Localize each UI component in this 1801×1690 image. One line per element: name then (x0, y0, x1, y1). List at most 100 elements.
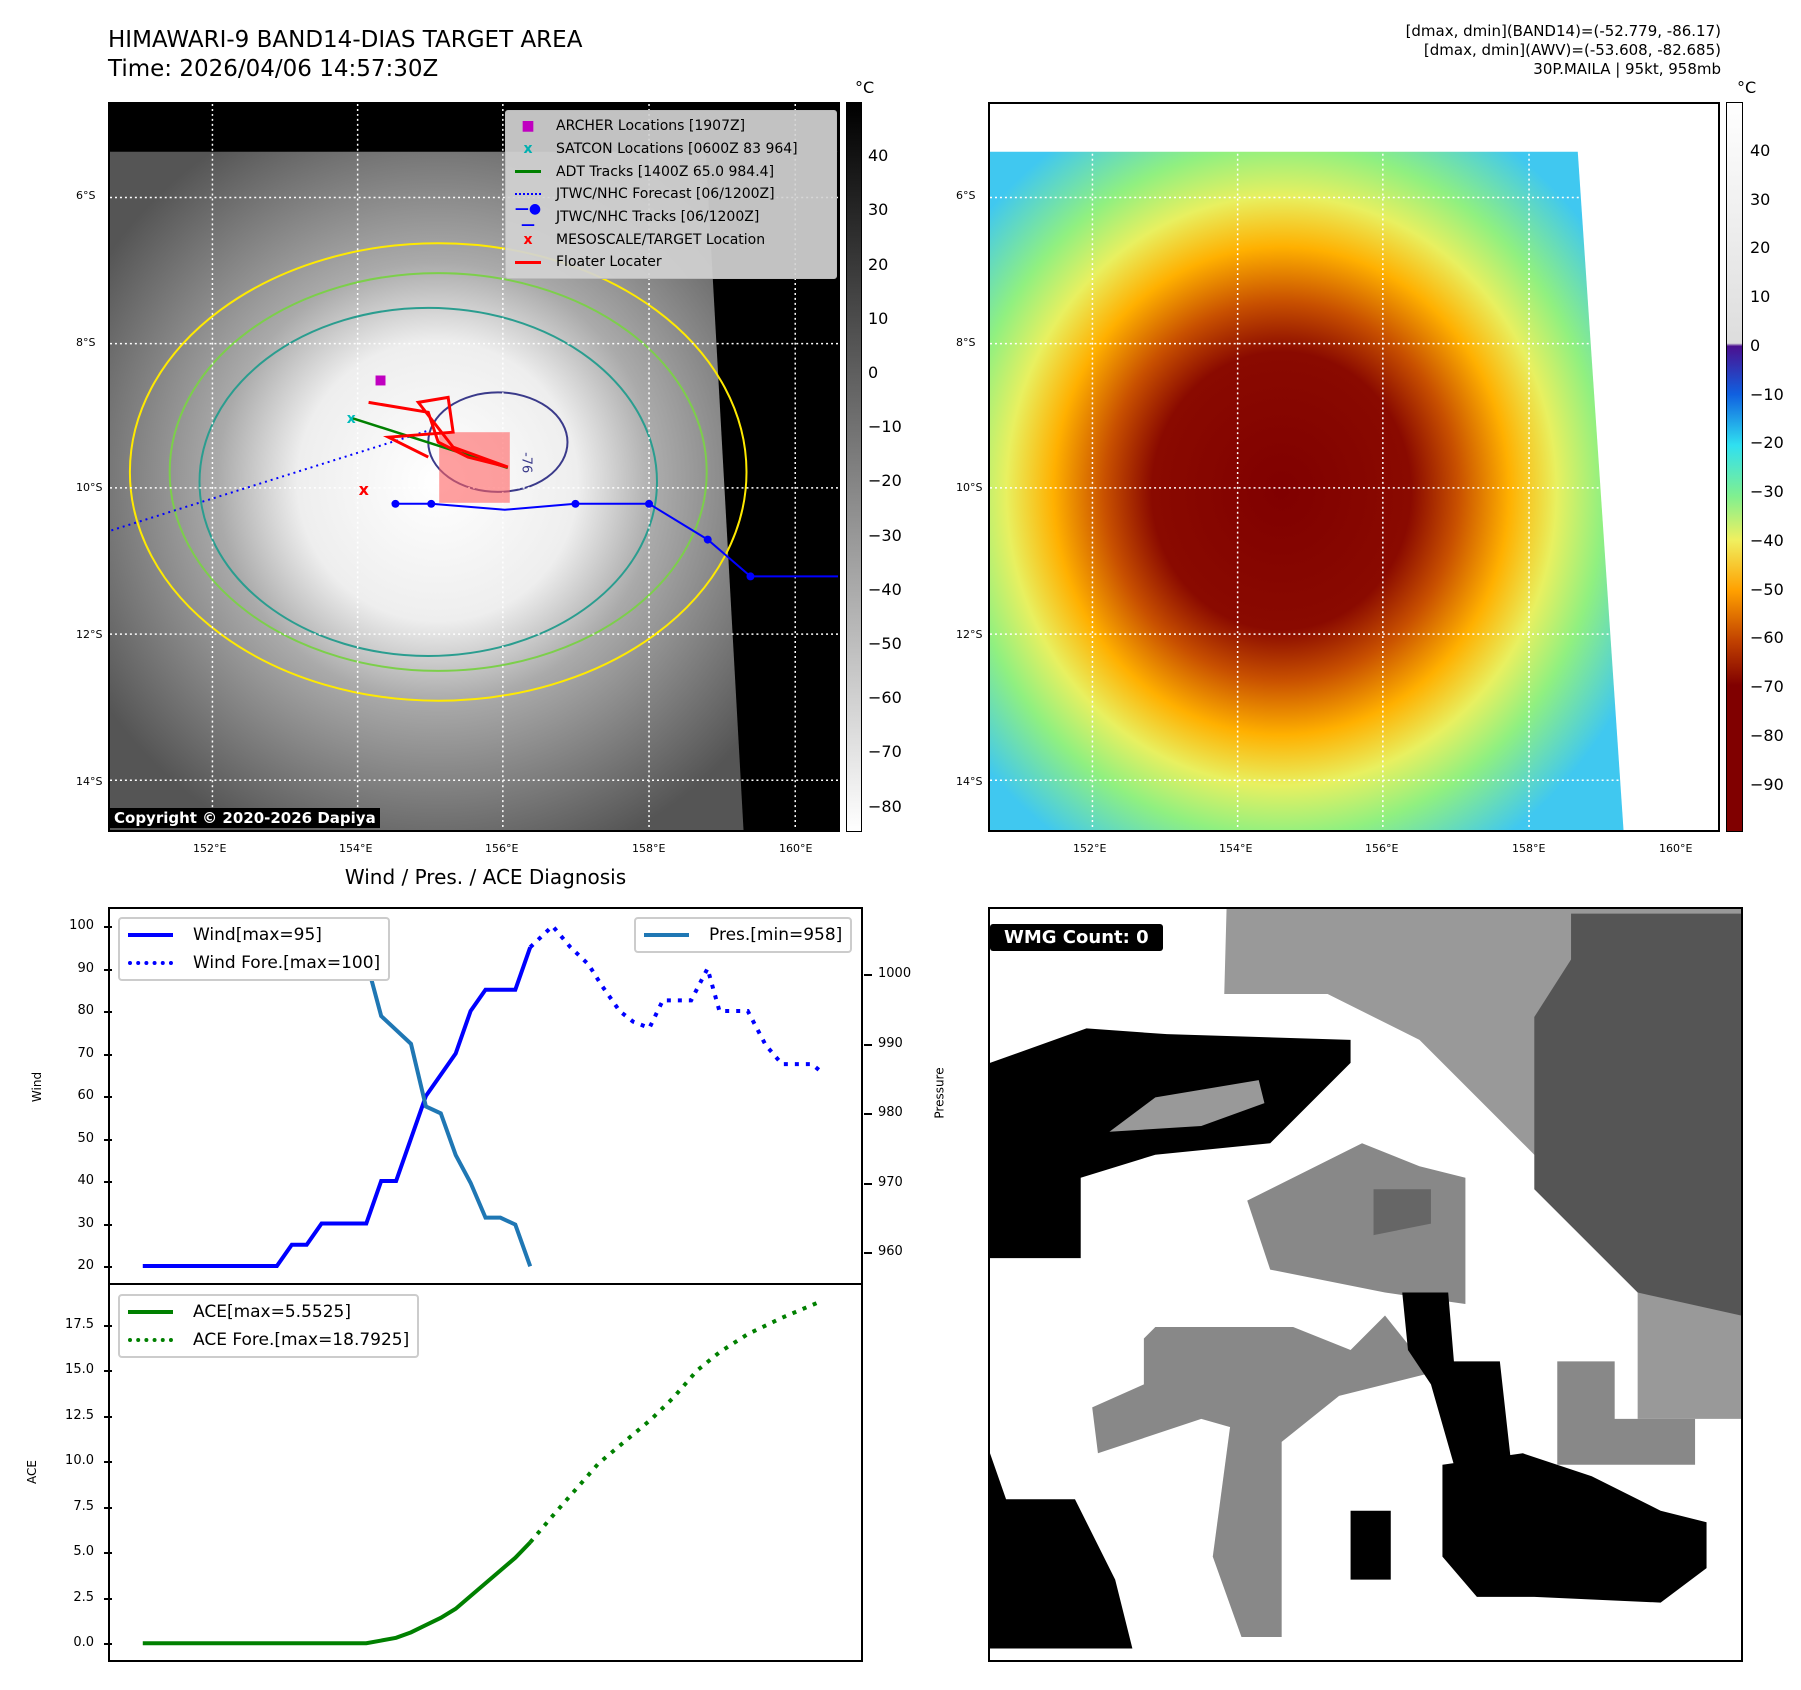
legend-pressure: Pres.[min=958] (709, 925, 843, 945)
axis-tick: 30 (77, 1215, 94, 1231)
axis-tick: 12.5 (65, 1407, 94, 1423)
band14-map: x x -76 ■ ARCHER Locations [1907Z] x SATCON… (108, 102, 840, 832)
awv-map (988, 102, 1720, 832)
colorbar-tick: −30 (1750, 482, 1784, 502)
tick-mark (104, 1506, 112, 1509)
lat-tick: 8°S (956, 336, 976, 349)
legend-symbol-icon (514, 186, 542, 202)
colorbar-tick: −70 (1750, 677, 1784, 697)
copyright: Copyright © 2020-2026 Dapiya (110, 808, 380, 828)
lon-tick: 154°E (339, 842, 373, 855)
tick-mark (104, 1643, 112, 1646)
tick-mark (864, 974, 872, 977)
legend-symbol-icon: —●— (514, 201, 542, 234)
tick-mark (104, 1325, 112, 1327)
legend-label: Floater Locater (556, 254, 662, 271)
wmg-count-badge: WMG Count: 0 (990, 924, 1163, 951)
tick-mark (104, 1053, 112, 1056)
axis-tick: 980 (878, 1105, 903, 1121)
colorbar-tick: 10 (1750, 287, 1771, 307)
figure-title: HIMAWARI-9 BAND14-DIAS TARGET AREA Time: … (108, 26, 582, 84)
stat-awv: [dmax, dmin](AWV)=(-53.608, -82.685) (1423, 41, 1721, 59)
jtwc-track (395, 502, 838, 578)
lat-tick: 14°S (956, 775, 983, 788)
legend-item: x MESOSCALE/TARGET Location (514, 228, 828, 251)
awv-colorbar (1726, 102, 1743, 832)
axis-tick: 90 (77, 960, 94, 976)
colorbar-tick: 20 (1750, 238, 1771, 258)
stat-band14: [dmax, dmin](BAND14)=(-52.779, -86.17) (1405, 22, 1721, 40)
series-line-1 (528, 1299, 822, 1544)
stats-block: [dmax, dmin](BAND14)=(-52.779, -86.17) [d… (1406, 22, 1721, 79)
colorbar-tick: −50 (868, 633, 902, 653)
axis-tick: 20 (77, 1258, 94, 1273)
legend-wind: Wind[max=95] (193, 925, 322, 945)
legend-wind-forecast: Wind Fore.[max=100] (193, 953, 381, 973)
lat-tick: 6°S (956, 189, 976, 202)
lon-tick: 158°E (1512, 842, 1546, 855)
ace-axis-label: ACE (24, 1460, 39, 1484)
legend-item: Floater Locater (514, 251, 828, 274)
lat-tick: 8°S (76, 336, 96, 349)
legend-label: JTWC/NHC Tracks [06/1200Z] (556, 209, 760, 226)
tick-mark (104, 1138, 112, 1141)
colorbar-unit: °C (1737, 78, 1757, 97)
archer-marker (375, 375, 386, 386)
tick-mark (104, 1096, 112, 1098)
legend-symbol-icon (514, 254, 542, 270)
colorbar-tick: −60 (1750, 628, 1784, 648)
lat-tick: 12°S (956, 628, 983, 641)
axis-tick: 5.0 (73, 1544, 94, 1560)
colorbar-tick: −30 (868, 525, 902, 545)
colorbar-tick: −70 (868, 742, 902, 762)
colorbar-tick: −20 (868, 471, 902, 491)
colorbar-tick: −60 (868, 688, 902, 708)
tick-mark (864, 1252, 872, 1255)
tick-mark (104, 1461, 112, 1464)
tick-mark (104, 1266, 112, 1268)
lon-tick: 156°E (485, 842, 519, 855)
series-line-0 (142, 946, 533, 1268)
lat-tick: 12°S (76, 628, 103, 641)
legend-symbol-icon: x (523, 141, 533, 158)
legend-label: MESOSCALE/TARGET Location (556, 231, 766, 248)
wmg-image (990, 909, 1741, 1660)
axis-tick: 1000 (878, 966, 912, 982)
legend-label: JTWC/NHC Forecast [06/1200Z] (556, 186, 775, 203)
contour-label: -76 (519, 452, 534, 473)
axis-tick: 100 (69, 918, 94, 933)
floater-track (368, 395, 509, 469)
lon-tick: 154°E (1219, 842, 1253, 855)
axis-tick: 50 (77, 1130, 94, 1146)
axis-tick: 960 (878, 1244, 903, 1260)
tick-mark (864, 1113, 872, 1116)
wind-axis-label: Wind (30, 1071, 45, 1103)
colorbar-tick: 40 (1750, 140, 1771, 160)
lat-tick: 6°S (76, 189, 96, 202)
series-line-1 (528, 923, 824, 1075)
target-marker: x (359, 480, 370, 499)
lat-tick: 14°S (76, 775, 103, 788)
wmg-panel (988, 907, 1743, 1662)
stat-storm: 30P.MAILA | 95kt, 958mb (1533, 60, 1721, 78)
colorbar-unit: °C (855, 78, 875, 97)
colorbar-tick: 10 (868, 308, 889, 328)
diagnosis-title: Wind / Pres. / ACE Diagnosis (344, 865, 627, 889)
tick-mark (104, 1223, 112, 1226)
colorbar-tick: 20 (868, 254, 889, 274)
pressure-axis-label: Pressure (932, 1067, 947, 1119)
colorbar-tick: −80 (868, 796, 902, 816)
lat-tick: 10°S (956, 481, 983, 494)
pressure-legend: Pres.[min=958] (634, 917, 853, 953)
colorbar-tick: 0 (1750, 335, 1761, 355)
tick-mark (104, 1415, 112, 1418)
series-line-0 (142, 1540, 532, 1646)
legend-label: SATCON Locations [0600Z 83 964] (556, 141, 798, 158)
tick-mark (104, 1370, 112, 1373)
colorbar-tick: −40 (868, 579, 902, 599)
lon-tick: 156°E (1365, 842, 1399, 855)
axis-tick: 70 (77, 1045, 94, 1061)
colorbar-tick: 40 (868, 146, 889, 166)
colorbar-tick: −10 (1750, 384, 1784, 404)
tick-mark (104, 1552, 112, 1555)
